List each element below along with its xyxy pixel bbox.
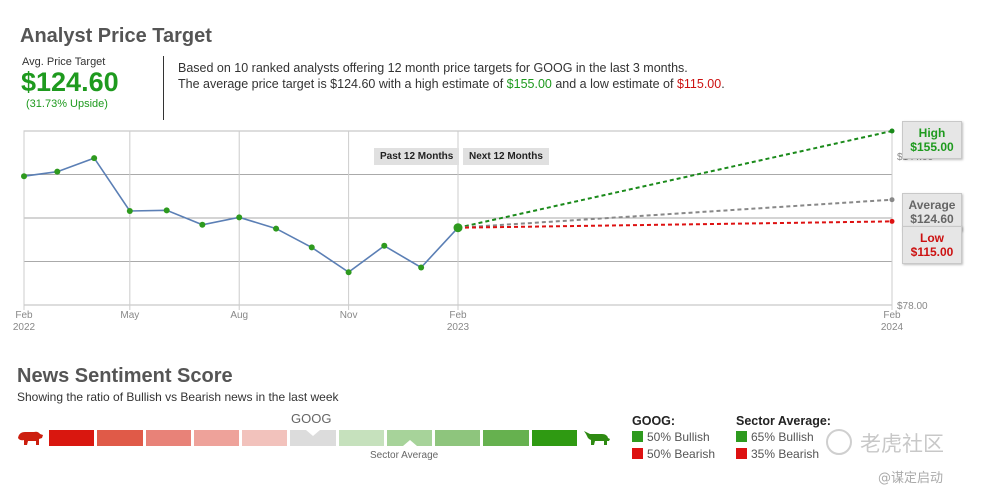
bearish-swatch bbox=[632, 448, 643, 459]
price-point bbox=[163, 207, 170, 214]
bear-icon bbox=[18, 431, 43, 445]
sector-marker-label: Sector Average bbox=[370, 450, 439, 461]
description-line-2: The average price target is $124.60 with… bbox=[178, 76, 878, 92]
x-tick-label: May bbox=[120, 310, 139, 321]
goog-marker-notch bbox=[305, 430, 320, 436]
average-callout-value: $124.60 bbox=[910, 212, 954, 226]
high-callout-value: $155.00 bbox=[910, 140, 954, 154]
x-tick-year-label: 2022 bbox=[13, 322, 36, 333]
desc-text-a: The average price target is $124.60 with… bbox=[178, 77, 507, 91]
bearish-swatch bbox=[736, 448, 747, 459]
sentiment-segment bbox=[435, 430, 481, 446]
sector-marker-notch bbox=[402, 440, 417, 446]
low-callout-label: Low bbox=[920, 231, 944, 245]
upside-text: (31.73% Upside) bbox=[26, 98, 108, 110]
low-callout: Low $115.00 bbox=[902, 226, 962, 264]
sentiment-segment bbox=[290, 430, 336, 446]
x-tick-label: Aug bbox=[230, 310, 248, 321]
average-callout-label: Average bbox=[908, 198, 956, 212]
sentiment-title: News Sentiment Score bbox=[17, 365, 233, 387]
price-target-title: Analyst Price Target bbox=[20, 25, 212, 47]
bullish-swatch bbox=[632, 431, 643, 442]
sentiment-segment bbox=[483, 430, 529, 446]
sector-legend-title: Sector Average: bbox=[736, 414, 831, 428]
sentiment-segment bbox=[145, 430, 191, 446]
price-point bbox=[381, 242, 388, 249]
x-tick-year-label: 2023 bbox=[447, 322, 470, 333]
price-point bbox=[273, 225, 280, 232]
sentiment-subtitle: Showing the ratio of Bullish vs Bearish … bbox=[17, 390, 339, 404]
sector-bullish-text: 65% Bullish bbox=[751, 430, 814, 444]
sector-bearish-text: 35% Bearish bbox=[751, 447, 820, 461]
goog-legend: GOOG: 50% Bullish 50% Bearish bbox=[632, 414, 715, 461]
sentiment-bar bbox=[49, 430, 577, 446]
price-target-description: Based on 10 ranked analysts offering 12 … bbox=[178, 60, 878, 92]
sentiment-segment bbox=[338, 430, 384, 446]
price-point bbox=[91, 155, 98, 162]
low-callout-value: $115.00 bbox=[910, 245, 954, 259]
goog-marker-label: GOOG bbox=[291, 411, 332, 426]
y-tick-label: $78.00 bbox=[897, 301, 928, 312]
bull-icon bbox=[584, 431, 610, 445]
desc-high-value: $155.00 bbox=[506, 77, 552, 91]
next-12-months-button[interactable]: Next 12 Months bbox=[463, 148, 549, 165]
high-callout: High $155.00 bbox=[902, 121, 962, 159]
high-callout-label: High bbox=[918, 126, 946, 140]
price-target-chart: Feb2022MayAugNovFeb2023Feb2024$144.00$78… bbox=[13, 128, 934, 333]
sentiment-segment bbox=[49, 430, 95, 446]
desc-text-b: and a low estimate of bbox=[551, 77, 677, 91]
price-point bbox=[236, 214, 243, 221]
sector-legend-bearish: 35% Bearish bbox=[736, 447, 831, 461]
forecast-end-point-low bbox=[889, 218, 895, 224]
goog-legend-title: GOOG: bbox=[632, 414, 676, 428]
avg-price-value: $124.60 bbox=[21, 67, 119, 97]
sentiment-segment bbox=[531, 430, 577, 446]
price-point bbox=[345, 269, 352, 276]
sentiment-segment bbox=[386, 430, 433, 446]
watermark-brand-text: 老虎社区 bbox=[860, 432, 944, 456]
watermark-logo-icon bbox=[826, 429, 852, 455]
goog-bearish-text: 50% Bearish bbox=[647, 447, 716, 461]
bullish-swatch bbox=[736, 431, 747, 442]
header-divider bbox=[163, 56, 164, 120]
sector-legend: Sector Average: 65% Bullish 35% Bearish bbox=[736, 414, 831, 461]
price-point bbox=[453, 223, 463, 233]
goog-legend-bullish: 50% Bullish bbox=[632, 430, 715, 444]
sentiment-segment bbox=[242, 430, 288, 446]
x-tick-label: Feb bbox=[15, 310, 33, 321]
price-point bbox=[308, 244, 315, 251]
price-point bbox=[126, 207, 133, 214]
watermark-brand: 老虎社区 bbox=[826, 428, 944, 458]
sentiment-segment bbox=[193, 430, 240, 446]
price-point bbox=[54, 168, 61, 175]
desc-low-value: $115.00 bbox=[676, 77, 722, 91]
forecast-end-point-high bbox=[889, 128, 895, 134]
desc-text-c: . bbox=[721, 77, 725, 91]
x-tick-label: Feb bbox=[883, 310, 901, 321]
forecast-line-average bbox=[457, 198, 893, 229]
price-point bbox=[21, 173, 27, 180]
sector-legend-bullish: 65% Bullish bbox=[736, 430, 831, 444]
x-tick-label: Nov bbox=[340, 310, 358, 321]
forecast-line-low bbox=[457, 220, 893, 229]
forecast-end-point-average bbox=[889, 197, 895, 203]
price-point bbox=[199, 221, 206, 228]
goog-bullish-text: 50% Bullish bbox=[647, 430, 710, 444]
watermark-handle: @谋定启动 bbox=[878, 471, 944, 486]
x-tick-year-label: 2024 bbox=[881, 322, 904, 333]
average-callout: Average $124.60 bbox=[902, 193, 962, 231]
avg-price-label: Avg. Price Target bbox=[22, 56, 106, 68]
past-12-months-button[interactable]: Past 12 Months bbox=[374, 148, 460, 165]
price-point bbox=[418, 264, 425, 271]
description-line-1: Based on 10 ranked analysts offering 12 … bbox=[178, 61, 688, 75]
goog-legend-bearish: 50% Bearish bbox=[632, 447, 715, 461]
sentiment-segment bbox=[97, 430, 143, 446]
x-tick-label: Feb bbox=[449, 310, 467, 321]
